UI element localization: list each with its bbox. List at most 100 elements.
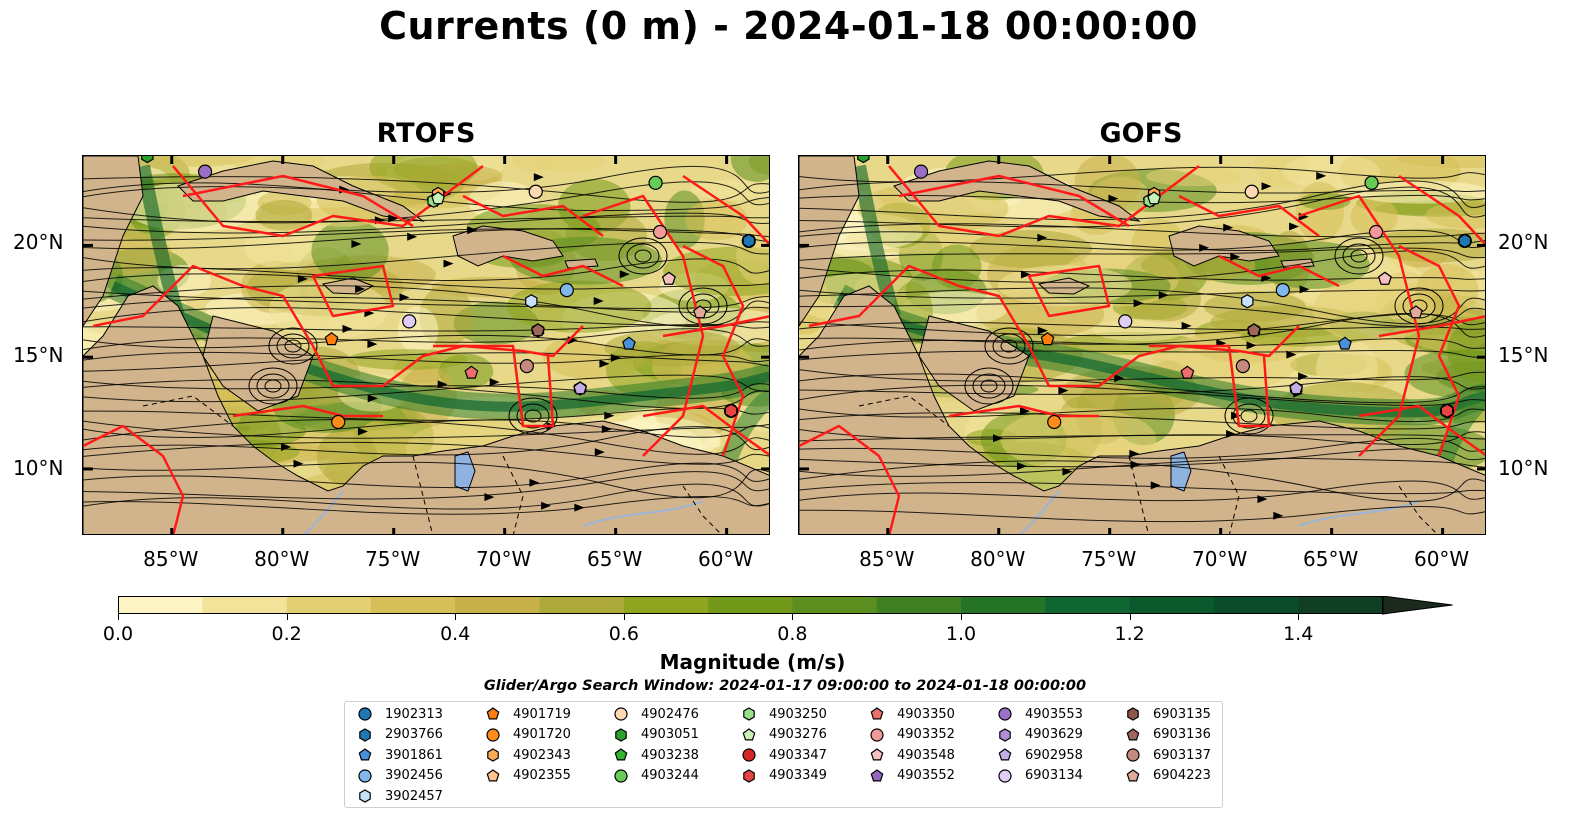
- streamline-arrow: [357, 427, 368, 436]
- lake-maracaibo: [454, 451, 476, 492]
- float-marker: [913, 164, 929, 179]
- legend-marker-shape: [359, 727, 371, 742]
- streamline: [83, 407, 769, 421]
- legend-marker: [870, 707, 884, 720]
- streamline: [83, 419, 769, 439]
- float-marker: [1458, 233, 1472, 249]
- magnitude-patch: [1092, 319, 1187, 342]
- x-tick-label: 65°W: [1303, 547, 1359, 571]
- legend-marker: [358, 768, 372, 783]
- colorbar-tick-mark: [1129, 614, 1131, 620]
- streamline-arrow: [529, 478, 540, 487]
- map-panel-gofs: [798, 155, 1486, 535]
- legend-marker-shape: [1126, 727, 1140, 740]
- land: [799, 156, 1485, 534]
- float-marker: [324, 332, 339, 346]
- legend-item: 6903137: [1125, 746, 1211, 764]
- legend-marker-shape: [486, 768, 500, 781]
- axis-ticks: [799, 156, 1485, 534]
- streamline: [799, 186, 1485, 228]
- legend-marker-shape: [358, 707, 372, 721]
- streamline-arrow: [601, 425, 612, 434]
- eddy-streamline: [980, 379, 998, 393]
- streamline-arrow: [489, 378, 500, 387]
- eddy-streamline: [1224, 397, 1274, 435]
- eddy-streamline: [508, 397, 558, 435]
- streamline-arrow: [604, 411, 615, 420]
- legend-label: 2903766: [385, 727, 443, 742]
- streamline: [83, 496, 769, 515]
- eez-boundary-line: [92, 264, 584, 388]
- streamline-arrow: [1286, 350, 1297, 359]
- x-tick-label: 75°W: [365, 547, 421, 571]
- streamline-arrow: [367, 394, 378, 403]
- float-marker: [1377, 271, 1392, 285]
- float-markers: [141, 156, 756, 430]
- streamline-arrow: [1020, 270, 1031, 279]
- legend-marker-shape: [742, 727, 756, 740]
- legend-label: 4903629: [1025, 727, 1083, 742]
- legend-label: 4903244: [641, 768, 699, 783]
- panel-title-gofs: GOFS: [1099, 118, 1183, 149]
- eez-boundaries: [83, 165, 769, 534]
- legend-marker: [358, 707, 372, 721]
- colorbar-tick-label: 0.2: [271, 623, 302, 645]
- eddy-streamline: [264, 379, 282, 393]
- legend-label: 4903350: [897, 706, 955, 722]
- legend-marker: [359, 789, 371, 803]
- eez-boundary-line: [83, 424, 185, 534]
- x-tick-label: 85°W: [859, 547, 915, 571]
- country-border: [1398, 485, 1438, 534]
- country-border: [1128, 455, 1150, 534]
- legend-marker: [358, 748, 372, 761]
- streamline-arrow: [1223, 223, 1234, 232]
- search-window-caption: Glider/Argo Search Window: 2024-01-17 09…: [483, 678, 1087, 694]
- colorbar-tick-mark: [623, 614, 625, 620]
- legend-marker-shape: [998, 748, 1012, 761]
- streamline: [799, 369, 1485, 382]
- float-marker: [1409, 305, 1423, 319]
- legend-item: 4903629: [997, 726, 1083, 744]
- legend-marker: [1126, 748, 1140, 762]
- axis-ticks: [83, 156, 769, 534]
- legend-label: 4901719: [513, 706, 571, 722]
- legend-marker-shape: [1127, 707, 1139, 721]
- legend-marker: [742, 727, 756, 740]
- legend-item: 4903238: [613, 746, 699, 764]
- legend-label: 1902313: [385, 706, 443, 722]
- colorbar-tick-label: 0.8: [777, 623, 808, 645]
- float-marker: [693, 305, 707, 319]
- eez-boundary-line: [582, 194, 705, 457]
- colorbar-segment: [1213, 596, 1299, 614]
- legend-label: 6903134: [1025, 768, 1083, 783]
- eez-boundary-line: [808, 264, 1300, 388]
- landmass: [1168, 225, 1280, 267]
- eez-boundary-line: [642, 404, 769, 457]
- map-panel-rtofs: [82, 155, 770, 535]
- river: [303, 490, 344, 534]
- map-rtofs: [83, 156, 769, 534]
- float-marker: [1047, 414, 1062, 430]
- float-marker: [652, 224, 668, 240]
- legend-item: 4902355: [485, 767, 571, 785]
- streamline: [799, 384, 1485, 406]
- streamline: [799, 437, 1485, 459]
- streamline: [83, 241, 769, 270]
- eddy-streamline: [1240, 409, 1258, 423]
- colorbar-tick-mark: [118, 614, 119, 620]
- eddy-streamline: [276, 333, 310, 359]
- streamline: [799, 302, 1485, 327]
- colorbar-bar: [118, 595, 1453, 615]
- legend-label: 4901720: [513, 727, 571, 742]
- eez-boundary-line: [898, 174, 1130, 228]
- float-marker: [724, 403, 738, 418]
- legend-marker-shape: [870, 727, 884, 742]
- legend-item: 4902343: [485, 746, 571, 764]
- streamline: [799, 407, 1485, 423]
- y-tick-left-15n: 15°N: [13, 343, 64, 367]
- streamline-arrow: [993, 434, 1004, 443]
- legend-item: 3902457: [357, 787, 443, 805]
- colorbar-segment: [623, 596, 709, 614]
- colorbar-tick-label: 1.0: [945, 623, 977, 645]
- legend-marker-shape: [614, 748, 628, 761]
